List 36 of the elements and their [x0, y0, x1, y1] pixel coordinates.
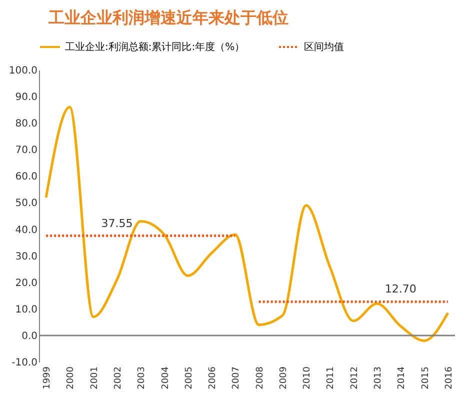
- x-tick-label: 2004: [160, 366, 171, 390]
- y-tick-label: 80.0: [15, 118, 38, 130]
- x-tick-label: 2005: [184, 366, 194, 390]
- y-tick-label: -10.0: [12, 358, 38, 368]
- x-tick-label: 2013: [374, 366, 384, 390]
- y-tick-label: 0.0: [22, 330, 38, 342]
- y-tick-label: 40.0: [15, 224, 38, 236]
- x-tick-label: 2012: [350, 366, 360, 390]
- y-tick-label: 90.0: [15, 92, 38, 104]
- annotation: 37.55: [101, 216, 133, 230]
- x-tick-label: 2007: [232, 366, 242, 390]
- y-tick-label: 20.0: [15, 278, 38, 289]
- x-tick-label: 2008: [255, 366, 266, 390]
- y-tick-label: 10.0: [15, 304, 38, 316]
- y-tick-label: 60.0: [15, 172, 38, 183]
- x-tick-label: 2006: [208, 366, 218, 390]
- y-tick-label: 30.0: [15, 251, 38, 262]
- y-tick-label: 50.0: [15, 198, 38, 210]
- x-tick-label: 2016: [444, 366, 454, 390]
- y-tick-label: 70.0: [15, 145, 38, 156]
- x-tick-label: 2011: [326, 366, 336, 390]
- legend-label: 区间均值: [304, 41, 344, 53]
- chart-title: 工业企业利润增速近年来处于低位: [47, 8, 288, 27]
- x-tick-label: 2002: [114, 366, 124, 390]
- x-tick-label: 2003: [137, 366, 148, 390]
- line-series: [44, 106, 450, 342]
- x-tick-label: 2001: [90, 366, 100, 390]
- y-tick-label: 100.0: [8, 66, 38, 76]
- x-tick-label: 2000: [66, 366, 76, 390]
- x-tick-label: 1999: [42, 366, 53, 390]
- annotation: 12.70: [384, 282, 416, 296]
- x-tick-label: 2010: [302, 366, 313, 390]
- x-tick-label: 2014: [397, 366, 408, 390]
- x-tick-label: 2009: [278, 366, 289, 390]
- x-tick-label: 2015: [420, 366, 431, 390]
- legend-label: 工业企业:利润总额:累计同比:年度（%）: [65, 41, 245, 53]
